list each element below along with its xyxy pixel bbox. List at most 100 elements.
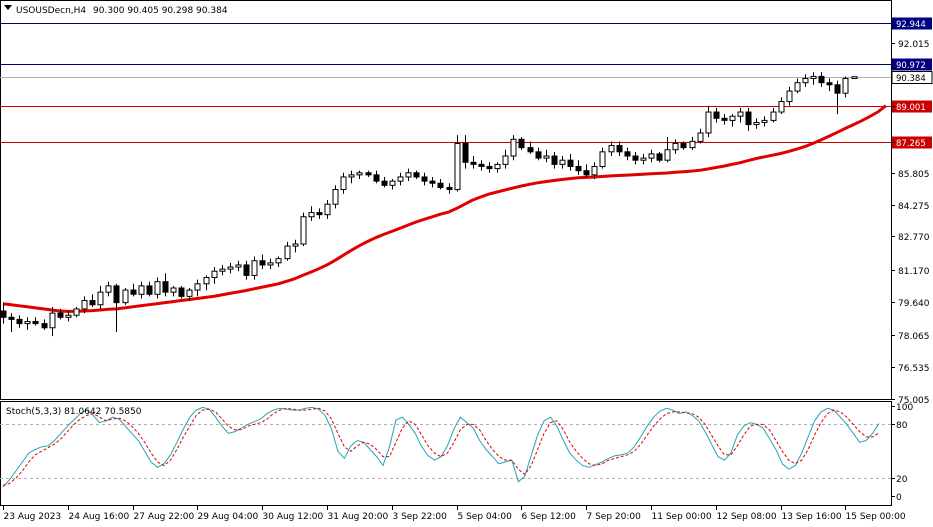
candle (381, 176, 388, 188)
candle-body (834, 84, 841, 94)
candle-body (81, 300, 88, 310)
candle (640, 153, 647, 165)
candle (624, 147, 631, 161)
candle (462, 135, 469, 169)
stoch-label: Stoch(5,3,3) 81.0642 70.5850 (6, 407, 142, 417)
candle (778, 97, 785, 115)
candle (705, 105, 712, 138)
candle-body (130, 289, 137, 295)
candle (97, 285, 104, 309)
stoch-series-layer (2, 406, 880, 488)
candle (275, 256, 282, 268)
candle-body (640, 157, 647, 161)
dropdown-triangle-icon[interactable] (4, 5, 12, 10)
price-tick-label: 81.170 (898, 267, 930, 277)
candle-body (154, 281, 161, 295)
candle-body (745, 111, 752, 126)
candle (89, 294, 96, 307)
candle-body (57, 312, 64, 318)
candle-body (194, 283, 201, 291)
time-tick-label: 6 Sep 12:00 (522, 512, 577, 522)
candle-body (802, 78, 809, 84)
candle (8, 313, 15, 332)
candle-body (462, 142, 469, 163)
candle-body (381, 180, 388, 186)
candle-body (138, 285, 145, 295)
candle (470, 156, 477, 169)
candle-body (65, 314, 72, 318)
price-tick-label: 76.535 (898, 364, 930, 374)
price-tick-label: 75.005 (898, 396, 930, 406)
stoch-main-line (2, 406, 880, 488)
candle-body (591, 165, 598, 176)
time-tick-label: 23 Aug 2023 (4, 512, 62, 522)
price-tag-top: 92.944 (892, 17, 932, 30)
symbol-label: USOUSDecn,H4 (16, 6, 86, 16)
candle-body (211, 270, 218, 279)
candle-body (470, 161, 477, 165)
candle-body (251, 260, 258, 276)
candle-body (729, 115, 736, 121)
candle-body (672, 142, 679, 151)
candle-body (697, 132, 704, 142)
candle-body (810, 75, 817, 80)
candle-body (389, 180, 396, 186)
candle (753, 118, 760, 129)
moving-average-layer (2, 104, 887, 313)
candle (348, 170, 355, 184)
candle-body (41, 323, 48, 329)
price-tick-label: 85.805 (898, 170, 930, 180)
candle (324, 200, 331, 219)
candle-body (324, 203, 331, 216)
candle-body (794, 82, 801, 92)
candle (170, 285, 177, 297)
candle (842, 76, 849, 98)
candle-body (300, 216, 307, 245)
price-axis: 92.944 90.972 90.384 89.001 87.265 92.015 85.8… (891, 17, 933, 406)
candle-body (275, 258, 282, 264)
stoch-level-lines (0, 424, 891, 479)
price-tag-bg (892, 58, 932, 71)
candle (721, 114, 728, 125)
candle-body (16, 318, 23, 325)
candle-body (227, 266, 234, 270)
candle-body (494, 163, 501, 170)
candle (591, 162, 598, 180)
candle-body (24, 320, 31, 325)
stoch-tick-label: 0 (896, 493, 902, 503)
candle-body (535, 151, 542, 159)
candle (235, 260, 242, 272)
candle-body (543, 155, 550, 159)
candle (211, 267, 218, 284)
stoch-panel-frame (0, 401, 892, 506)
candle-body (292, 243, 299, 247)
candle (786, 86, 793, 106)
time-tick-label: 24 Aug 16:00 (69, 512, 130, 522)
time-tick-label: 3 Sep 22:00 (393, 512, 448, 522)
candle (340, 172, 347, 194)
candle (543, 149, 550, 163)
price-tick-label: 92.015 (898, 40, 930, 50)
candle-body (267, 262, 274, 266)
candle-body (348, 174, 355, 178)
price-panel-frame (0, 0, 892, 400)
candle (794, 78, 801, 94)
stoch-tick-label: 20 (896, 475, 908, 485)
candle-body (397, 176, 404, 182)
candle-body (446, 186, 453, 191)
time-tick-label: 12 Sep 08:00 (717, 512, 777, 522)
ohlc-label: 90.300 90.405 90.298 90.384 (93, 6, 228, 16)
candle (373, 170, 380, 184)
candle-body (413, 172, 420, 178)
candle (672, 139, 679, 154)
candle (405, 168, 412, 182)
candle (567, 153, 574, 171)
time-tick-label: 31 Aug 20:00 (328, 512, 389, 522)
candle-body (599, 151, 606, 167)
candle (510, 135, 517, 161)
candle (429, 176, 436, 188)
candle (826, 78, 833, 92)
candle-body (178, 287, 185, 297)
candle (178, 285, 185, 299)
candle (32, 317, 39, 326)
